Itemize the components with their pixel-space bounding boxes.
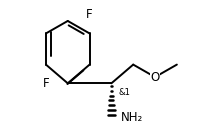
Text: NH₂: NH₂	[121, 111, 143, 124]
Text: &1: &1	[118, 88, 131, 97]
Text: F: F	[86, 8, 93, 21]
Text: O: O	[150, 71, 160, 84]
Text: F: F	[43, 77, 49, 90]
